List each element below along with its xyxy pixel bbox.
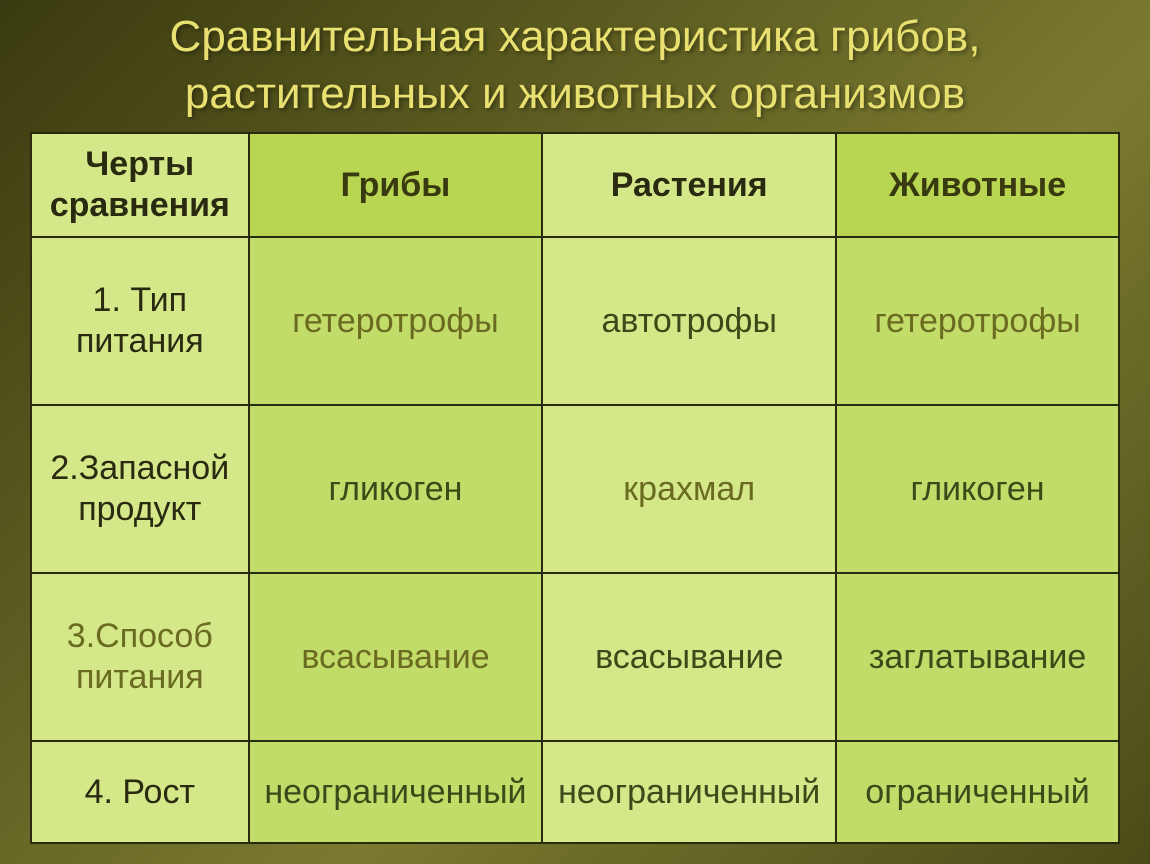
cell-feature: 3.Способ питания (31, 573, 249, 741)
table-row: 3.Способ питания всасывание всасывание з… (31, 573, 1119, 741)
slide: Сравнительная характеристика грибов, рас… (0, 0, 1150, 864)
cell-fungi: гетеротрофы (249, 237, 543, 405)
cell-feature: 4. Рост (31, 741, 249, 843)
cell-plants: всасывание (542, 573, 836, 741)
comparison-table: Черты сравнения Грибы Растения Животные … (30, 132, 1120, 844)
table-row: 2.Запасной продукт гликоген крахмал глик… (31, 405, 1119, 573)
cell-feature: 2.Запасной продукт (31, 405, 249, 573)
cell-fungi: неограниченный (249, 741, 543, 843)
cell-fungi: всасывание (249, 573, 543, 741)
header-fungi: Грибы (249, 133, 543, 237)
cell-animals: ограниченный (836, 741, 1119, 843)
cell-fungi: гликоген (249, 405, 543, 573)
table-header-row: Черты сравнения Грибы Растения Животные (31, 133, 1119, 237)
header-plants: Растения (542, 133, 836, 237)
table-row: 4. Рост неограниченный неограниченный ог… (31, 741, 1119, 843)
slide-title: Сравнительная характеристика грибов, рас… (40, 8, 1110, 122)
cell-plants: автотрофы (542, 237, 836, 405)
title-area: Сравнительная характеристика грибов, рас… (0, 0, 1150, 132)
cell-feature: 1. Тип питания (31, 237, 249, 405)
table-container: Черты сравнения Грибы Растения Животные … (0, 132, 1150, 864)
header-feature: Черты сравнения (31, 133, 249, 237)
cell-plants: крахмал (542, 405, 836, 573)
header-animals: Животные (836, 133, 1119, 237)
cell-animals: гликоген (836, 405, 1119, 573)
cell-plants: неограниченный (542, 741, 836, 843)
table-row: 1. Тип питания гетеротрофы автотрофы гет… (31, 237, 1119, 405)
cell-animals: гетеротрофы (836, 237, 1119, 405)
cell-animals: заглатывание (836, 573, 1119, 741)
